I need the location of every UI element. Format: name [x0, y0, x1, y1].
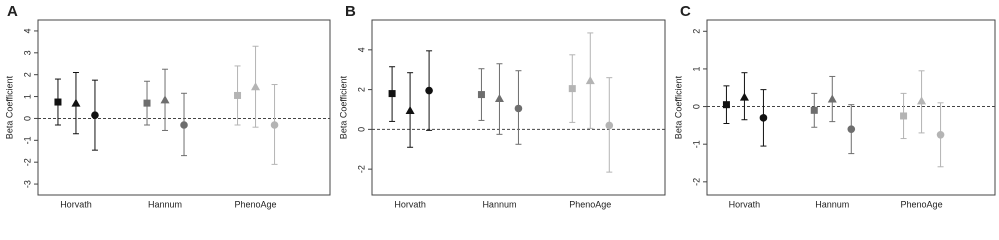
plot-frame [371, 19, 666, 196]
marker [827, 94, 837, 103]
y-tick-label: 0 [22, 116, 32, 121]
marker [234, 91, 242, 99]
marker [425, 86, 433, 95]
marker [917, 96, 927, 105]
y-tick-label: 2 [22, 72, 32, 77]
panel: A Beta Coefficient -3 -2 -1 0 1 2 3 4 Horvath Hannu… [4, 3, 331, 209]
marker [405, 105, 415, 114]
marker [160, 95, 170, 104]
x-tick-label: Hannum [815, 199, 849, 209]
y-tick-label: 3 [22, 50, 32, 55]
marker [477, 91, 485, 99]
marker [585, 76, 595, 85]
y-tick-label: -2 [691, 178, 701, 186]
y-tick-label: -2 [22, 158, 32, 166]
marker [900, 112, 908, 120]
x-tick-label: Horvath [729, 199, 761, 209]
plot-frame [37, 19, 331, 196]
y-tick-label: 1 [691, 66, 701, 71]
marker [143, 99, 151, 107]
y-axis-label: Beta Coefficient [338, 75, 348, 139]
marker [514, 104, 523, 113]
panel: C Beta Coefficient -2 -1 0 1 2 Horvath Hannum Phe… [673, 3, 996, 209]
y-tick-label: -1 [691, 140, 701, 148]
marker [180, 121, 188, 129]
panel: B Beta Coefficient -2 0 2 4 Horvath Hannum Pheno… [338, 3, 666, 209]
marker [388, 90, 396, 98]
x-tick-label: Horvath [394, 199, 426, 209]
marker [54, 98, 62, 106]
panel-label: B [345, 3, 356, 20]
marker [810, 106, 818, 114]
x-tick-label: PhenoAge [235, 199, 277, 209]
y-tick-label: 2 [356, 87, 366, 92]
marker [71, 98, 81, 107]
y-tick-label: -2 [356, 165, 366, 173]
marker [936, 130, 945, 139]
x-tick-label: Horvath [60, 199, 92, 209]
panel-label: C [680, 3, 691, 20]
marker [722, 101, 730, 109]
y-tick-label: 4 [356, 47, 366, 52]
x-tick-label: Hannum [148, 199, 182, 209]
marker [91, 111, 99, 119]
x-tick-label: PhenoAge [569, 199, 611, 209]
marker [759, 114, 768, 122]
y-tick-label: 1 [22, 94, 32, 99]
y-tick-label: -1 [22, 136, 32, 144]
y-tick-label: 0 [356, 127, 366, 132]
y-tick-label: 2 [691, 29, 701, 34]
marker [270, 121, 279, 129]
marker [847, 125, 856, 133]
x-tick-label: Hannum [482, 199, 516, 209]
marker [568, 85, 576, 93]
y-tick-label: -3 [22, 180, 32, 188]
plot-frame [706, 19, 996, 196]
marker [605, 121, 614, 130]
y-tick-label: 4 [22, 28, 32, 33]
marker [494, 94, 504, 103]
marker [739, 92, 749, 101]
figure: A Beta Coefficient -3 -2 -1 0 1 2 3 4 Horvath Hannu… [4, 3, 996, 209]
y-tick-label: 0 [691, 104, 701, 109]
marker [251, 82, 261, 91]
panel-label: A [7, 3, 18, 20]
x-tick-label: PhenoAge [901, 199, 943, 209]
y-axis-label: Beta Coefficient [673, 75, 683, 139]
y-axis-label: Beta Coefficient [4, 75, 14, 139]
